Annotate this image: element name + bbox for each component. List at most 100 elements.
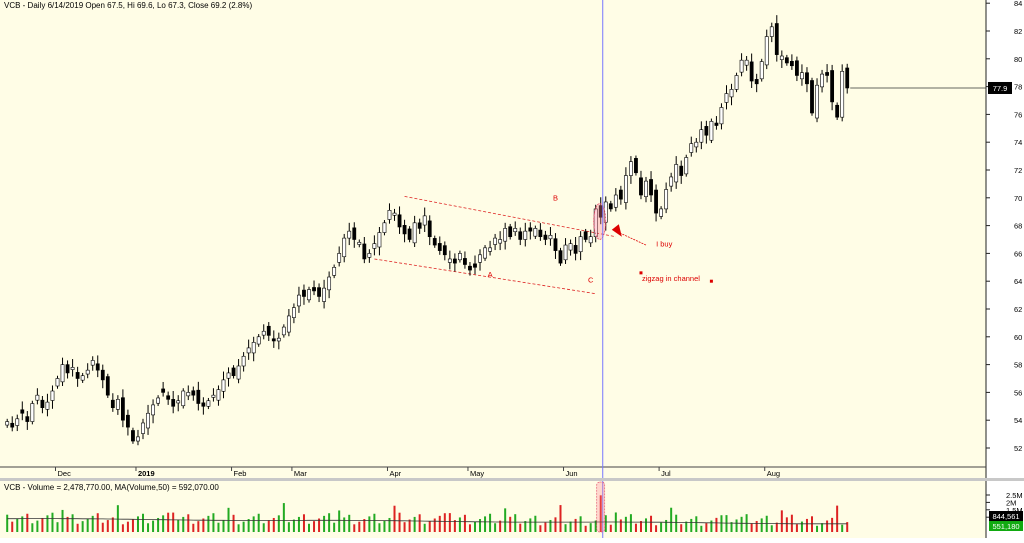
volume-bar	[710, 520, 713, 532]
candle-body	[613, 194, 618, 208]
candle-body	[131, 430, 135, 442]
volume-bar	[494, 523, 497, 532]
volume-bar	[308, 523, 310, 532]
volume-bar	[328, 513, 331, 532]
candle-body	[387, 210, 392, 220]
chart-annotations: A B C I buy zigzag in channel	[488, 0, 713, 538]
candle-body	[659, 208, 664, 217]
candle-body	[407, 228, 412, 240]
candle-body	[679, 165, 684, 176]
volume-bar	[805, 518, 808, 532]
candle-body	[538, 229, 543, 238]
volume-bar	[740, 516, 743, 532]
candle-body	[463, 258, 467, 265]
volume-value-label: 844,561	[992, 512, 1019, 521]
volume-bar	[569, 521, 572, 532]
volume-bar	[242, 521, 245, 532]
panel-divider	[0, 478, 1024, 481]
candle-body	[25, 416, 30, 422]
candle-body	[292, 307, 296, 318]
candle-body	[186, 392, 191, 397]
candle-body	[171, 399, 176, 407]
volume-bar	[473, 521, 476, 532]
volume-bar	[695, 516, 698, 532]
volume-bar	[785, 517, 788, 532]
volume-bar	[639, 521, 642, 532]
volume-bar	[227, 507, 230, 532]
candle-body	[45, 401, 50, 410]
volume-bar	[755, 521, 758, 532]
candle-body	[191, 390, 196, 396]
volume-bar	[363, 519, 366, 532]
volume-bar	[116, 505, 119, 532]
volume-bar	[629, 514, 632, 532]
volume-tick-label: 1.5M	[1006, 506, 1023, 515]
volume-bar	[468, 524, 471, 532]
volume-bar	[624, 516, 627, 532]
volume-bar	[333, 522, 336, 532]
volume-bar	[131, 519, 134, 532]
channel-point-label: C	[588, 276, 594, 285]
volume-bar	[524, 521, 527, 532]
volume-bar	[313, 521, 316, 532]
volume-bar	[484, 516, 487, 532]
candle-body	[201, 402, 206, 407]
volume-bar	[584, 525, 587, 532]
price-tick-label: 54	[1014, 416, 1022, 425]
zigzag-channel-label: zigzag in channel	[642, 274, 700, 283]
candle-body	[634, 158, 638, 174]
candle-body	[553, 238, 558, 251]
volume-bar	[187, 514, 190, 532]
volume-bar	[509, 516, 512, 532]
candle-body	[498, 239, 503, 244]
candle-body	[457, 253, 462, 261]
candle-body	[558, 250, 563, 264]
volume-bar	[91, 515, 94, 532]
volume-bar	[267, 520, 270, 532]
candle-body	[105, 376, 110, 396]
candle-body	[216, 389, 221, 401]
candle-body	[709, 121, 714, 141]
volume-bar	[287, 522, 290, 532]
volume-bar	[162, 515, 165, 532]
volume-bar	[821, 523, 824, 532]
candle-body	[810, 80, 814, 114]
volume-bar	[318, 518, 321, 532]
candle-body	[241, 355, 246, 367]
volume-bar	[660, 522, 663, 532]
candle-body	[181, 390, 186, 407]
candle-body	[256, 336, 261, 345]
volume-bar	[680, 524, 683, 532]
price-channel	[374, 196, 616, 295]
candle-body	[40, 399, 45, 408]
volume-bar	[232, 514, 235, 532]
volume-bar	[554, 517, 557, 532]
volume-bar	[383, 520, 386, 532]
candle-body	[261, 330, 266, 336]
candle-body	[608, 203, 613, 210]
volume-bar	[16, 519, 19, 532]
volume-bar	[534, 515, 537, 532]
candle-body	[840, 71, 845, 118]
candle-body	[196, 389, 201, 404]
volume-bar	[715, 517, 718, 532]
volume-bar	[96, 513, 99, 532]
volume-bar	[252, 516, 255, 532]
candle-body	[30, 403, 35, 422]
volume-bar	[353, 524, 356, 532]
volume-bar	[599, 495, 602, 532]
volume-bar	[192, 523, 195, 532]
candle-body	[397, 214, 402, 228]
volume-bar	[539, 525, 542, 532]
date-tick-label: Feb	[234, 469, 247, 478]
candle-body	[432, 238, 437, 246]
date-tick-label: Mar	[294, 469, 307, 478]
candle-body	[322, 287, 326, 302]
price-axis: 52 54 56 58 60 62 64 66 68 70 72 74 76 78 80 82 84 77.9	[850, 0, 1022, 453]
candle-body	[327, 276, 332, 291]
candle-body	[176, 400, 181, 404]
volume-tick-label: 2.5M	[1006, 491, 1023, 500]
candle-body	[568, 243, 573, 251]
